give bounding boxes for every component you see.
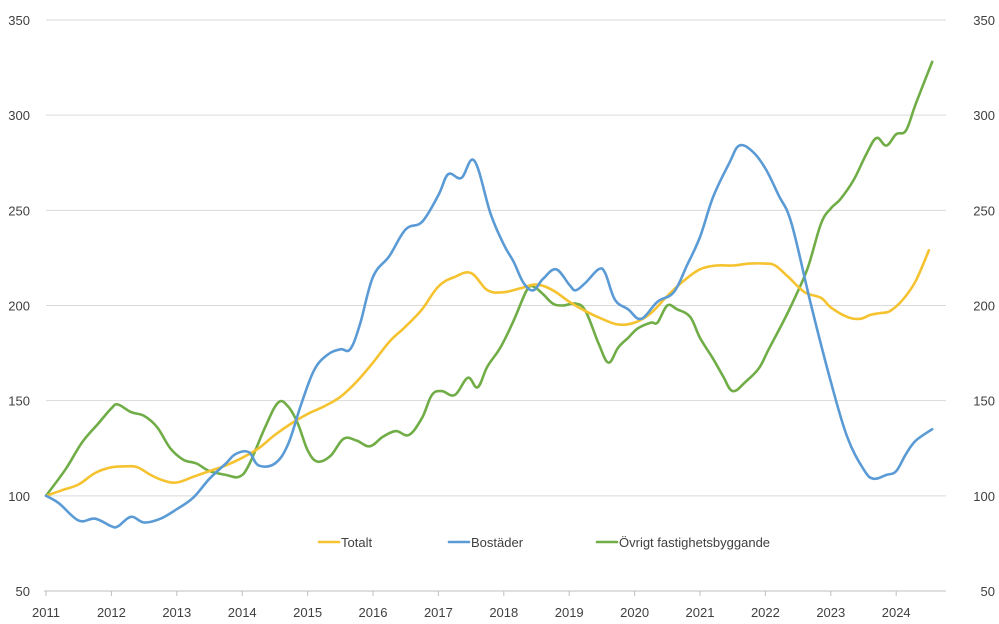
x-tick-label: 2022 bbox=[751, 605, 780, 620]
x-tick-label: 2019 bbox=[555, 605, 584, 620]
x-tick-label: 2023 bbox=[816, 605, 845, 620]
x-tick-label: 2024 bbox=[882, 605, 911, 620]
x-tick-label: 2020 bbox=[620, 605, 649, 620]
y-tick-label-right: 100 bbox=[973, 489, 995, 504]
x-tick-label: 2012 bbox=[97, 605, 126, 620]
y-tick-label-left: 100 bbox=[8, 489, 30, 504]
y-tick-label-left: 350 bbox=[8, 13, 30, 28]
x-tick-label: 2015 bbox=[293, 605, 322, 620]
y-tick-label-right: 350 bbox=[973, 13, 995, 28]
y-axis-right: 50 100 150 200 250 300 350 bbox=[973, 13, 995, 599]
x-tick-label: 2014 bbox=[228, 605, 257, 620]
series-line-vrigt-fastighetsbyggande bbox=[44, 60, 934, 498]
x-tick-label: 2011 bbox=[32, 605, 60, 620]
series-layer bbox=[44, 60, 934, 529]
y-tick-label-left: 200 bbox=[8, 299, 30, 314]
y-tick-label-left: 50 bbox=[16, 584, 30, 599]
x-tick-label: 2018 bbox=[489, 605, 518, 620]
y-tick-label-left: 150 bbox=[8, 394, 30, 409]
y-tick-label-right: 200 bbox=[973, 299, 995, 314]
y-tick-label-right: 150 bbox=[973, 394, 995, 409]
x-axis: 2011 2012 2013 2014 2015 2016 2017 2018 2019 2020… bbox=[32, 590, 946, 620]
y-axis-left: 50 100 150 200 250 300 350 bbox=[8, 13, 30, 599]
y-tick-label-left: 300 bbox=[8, 108, 30, 123]
legend: Totalt Bostäder Övrigt fastighetsbyggande bbox=[317, 535, 770, 550]
legend-label: Totalt bbox=[341, 535, 372, 550]
series-line-bost-der bbox=[44, 143, 934, 529]
gridlines bbox=[46, 19, 946, 497]
legend-label: Övrigt fastighetsbyggande bbox=[619, 535, 770, 550]
x-tick-label: 2017 bbox=[424, 605, 453, 620]
x-tick-label: 2021 bbox=[686, 605, 715, 620]
y-tick-label-right: 250 bbox=[973, 203, 995, 218]
y-tick-label-right: 50 bbox=[981, 584, 995, 599]
y-tick-label-left: 250 bbox=[8, 203, 30, 218]
legend-label: Bostäder bbox=[471, 535, 524, 550]
series-line-totalt bbox=[44, 249, 931, 498]
x-tick-label: 2016 bbox=[359, 605, 388, 620]
y-tick-label-right: 300 bbox=[973, 108, 995, 123]
x-tick-label: 2013 bbox=[162, 605, 191, 620]
